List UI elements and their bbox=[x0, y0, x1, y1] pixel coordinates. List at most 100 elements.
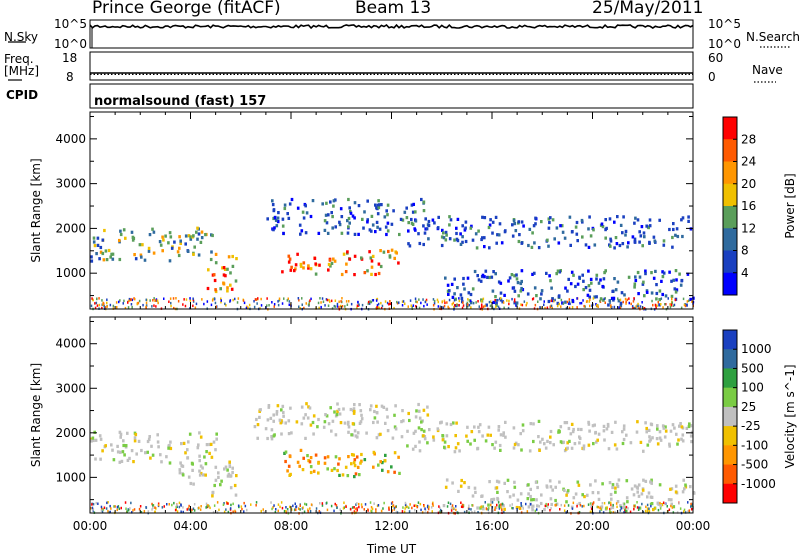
data-cell bbox=[388, 508, 390, 511]
data-cell bbox=[526, 292, 530, 296]
data-cell bbox=[283, 509, 286, 513]
data-cell bbox=[180, 464, 183, 468]
data-cell bbox=[382, 507, 384, 510]
data-cell bbox=[304, 436, 307, 440]
data-cell bbox=[586, 493, 589, 497]
data-cell bbox=[177, 300, 180, 303]
data-cell bbox=[101, 507, 103, 510]
data-cell bbox=[554, 485, 557, 489]
data-cell bbox=[377, 306, 380, 309]
data-cell bbox=[279, 505, 281, 509]
data-cell bbox=[368, 250, 371, 254]
data-cell bbox=[237, 297, 240, 300]
data-cell bbox=[319, 502, 321, 505]
data-cell bbox=[329, 300, 331, 303]
data-cell bbox=[226, 286, 229, 290]
data-cell bbox=[218, 508, 220, 512]
data-cell bbox=[393, 451, 397, 455]
data-cell bbox=[582, 288, 585, 292]
data-cell bbox=[584, 243, 588, 247]
data-cell bbox=[556, 269, 560, 273]
data-cell bbox=[290, 197, 294, 202]
data-cell bbox=[627, 275, 631, 279]
data-cell bbox=[255, 417, 258, 422]
data-cell bbox=[503, 306, 505, 310]
data-cell bbox=[471, 287, 475, 291]
data-cell bbox=[518, 506, 520, 509]
data-cell bbox=[565, 307, 568, 310]
data-cell bbox=[169, 446, 173, 451]
data-cell bbox=[191, 468, 194, 472]
data-cell bbox=[645, 505, 647, 509]
data-cell bbox=[111, 448, 114, 452]
data-cell bbox=[408, 506, 410, 509]
data-cell bbox=[138, 243, 142, 247]
data-cell bbox=[554, 298, 556, 302]
data-cell bbox=[612, 503, 614, 507]
data-cell bbox=[549, 497, 553, 501]
data-cell bbox=[626, 298, 629, 302]
data-cell bbox=[179, 239, 182, 243]
data-cell bbox=[609, 507, 611, 511]
data-cell bbox=[645, 430, 648, 434]
data-cell bbox=[133, 508, 136, 511]
data-cell bbox=[508, 495, 512, 499]
data-cell bbox=[612, 298, 615, 302]
data-cell bbox=[302, 416, 306, 420]
data-cell bbox=[523, 300, 526, 303]
data-cell bbox=[275, 412, 279, 416]
data-cell bbox=[342, 507, 345, 510]
data-cell bbox=[640, 492, 644, 496]
data-cell bbox=[520, 303, 522, 306]
data-cell bbox=[506, 299, 508, 302]
x-tick-label: 00:00 bbox=[73, 519, 108, 533]
data-cell bbox=[170, 301, 172, 305]
data-cell bbox=[538, 505, 541, 508]
data-cell bbox=[118, 300, 120, 304]
data-cell bbox=[477, 425, 480, 429]
data-cell bbox=[571, 306, 574, 309]
data-cell bbox=[290, 508, 293, 511]
data-cell bbox=[650, 504, 652, 508]
data-cell bbox=[194, 306, 197, 309]
data-cell bbox=[441, 228, 444, 232]
data-cell bbox=[336, 402, 339, 406]
data-cell bbox=[153, 304, 155, 307]
data-cell bbox=[411, 305, 413, 309]
data-cell bbox=[358, 303, 360, 306]
data-cell bbox=[489, 433, 492, 437]
data-cell bbox=[272, 506, 274, 509]
data-cell bbox=[299, 232, 302, 236]
data-cell bbox=[621, 231, 624, 235]
data-cell bbox=[479, 279, 483, 283]
data-cell bbox=[148, 435, 151, 439]
data-cell bbox=[582, 299, 584, 302]
data-cell bbox=[587, 269, 590, 273]
data-cell bbox=[688, 509, 690, 512]
data-cell bbox=[555, 272, 558, 276]
data-cell bbox=[304, 502, 306, 506]
data-cell bbox=[610, 507, 612, 510]
data-cell bbox=[317, 471, 320, 475]
data-cell bbox=[618, 243, 622, 248]
data-cell bbox=[119, 299, 121, 302]
data-cell bbox=[484, 439, 488, 443]
data-cell bbox=[670, 279, 673, 283]
data-cell bbox=[545, 502, 547, 506]
data-cell bbox=[551, 299, 555, 303]
data-cell bbox=[519, 281, 523, 286]
data-cell bbox=[294, 502, 296, 505]
data-cell bbox=[672, 222, 675, 226]
data-cell bbox=[572, 273, 575, 277]
data-cell bbox=[390, 465, 393, 469]
data-cell bbox=[503, 293, 506, 297]
data-cell bbox=[267, 404, 271, 408]
data-cell bbox=[674, 233, 677, 237]
data-cell bbox=[543, 300, 545, 303]
data-cell bbox=[181, 473, 185, 477]
data-cell bbox=[377, 203, 381, 207]
data-cell bbox=[633, 282, 637, 286]
data-cell bbox=[347, 216, 351, 221]
data-cell bbox=[581, 505, 583, 508]
data-cell bbox=[360, 459, 363, 463]
